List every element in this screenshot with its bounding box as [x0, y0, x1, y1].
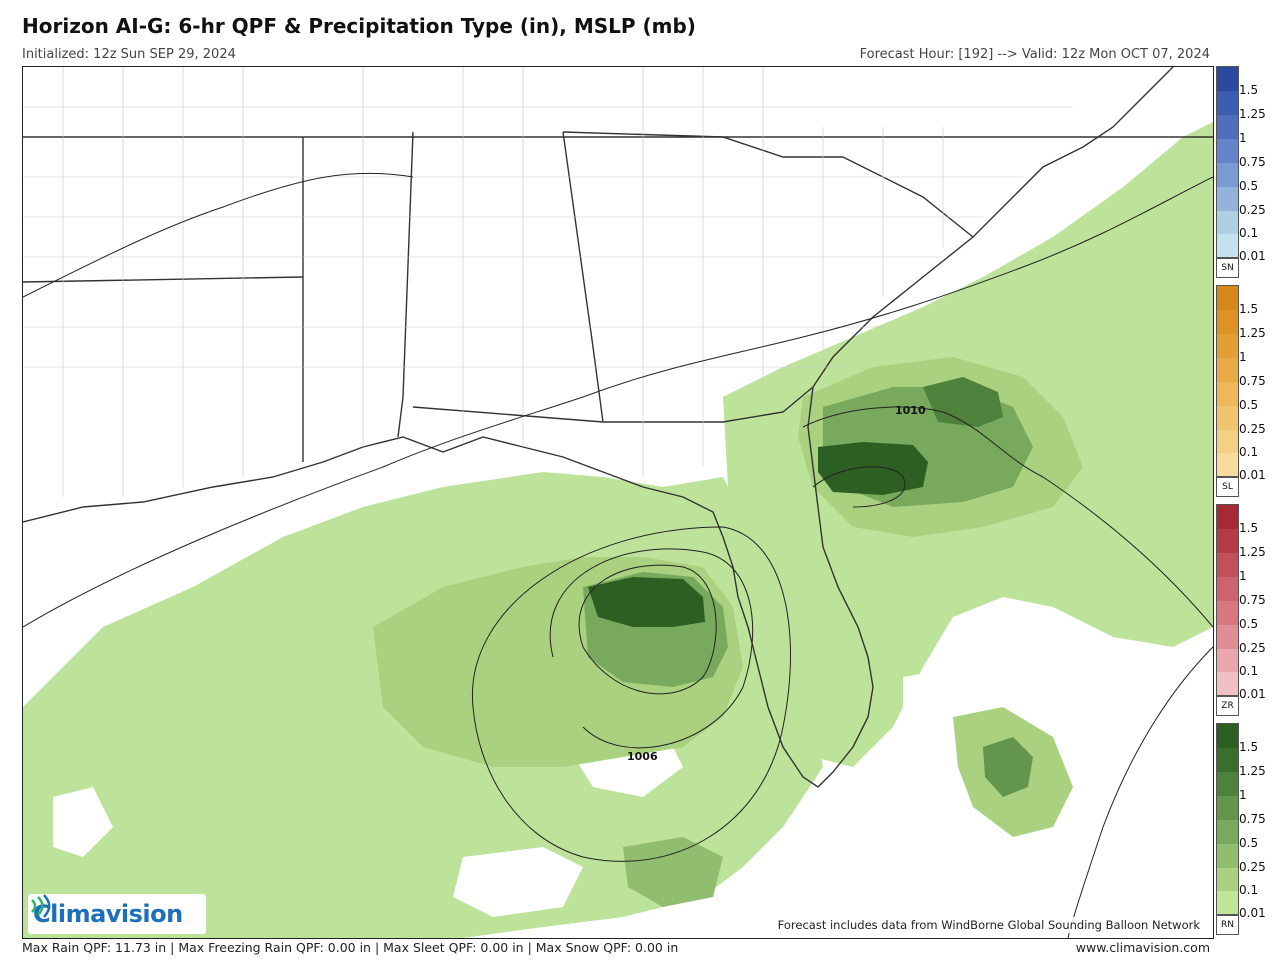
tick-label: 1.5 — [1239, 740, 1259, 754]
tick-label: 0.01 — [1239, 468, 1266, 482]
tick-label: 0.5 — [1239, 617, 1259, 631]
data-source-note: Forecast includes data from WindBorne Gl… — [772, 917, 1205, 933]
tick-label: 0.5 — [1239, 179, 1259, 193]
geography — [23, 67, 1213, 788]
tick-label: 0.5 — [1239, 398, 1259, 412]
tick-label: 1.5 — [1239, 521, 1259, 535]
freezing-rain-colorbar — [1216, 504, 1239, 696]
forecast-map[interactable]: 1010 1006 Climavision Forecast includes … — [22, 66, 1214, 939]
tick-label: 1.25 — [1239, 764, 1266, 778]
valid-time: Forecast Hour: [192] --> Valid: 12z Mon … — [859, 47, 1210, 62]
tick-label: 0.01 — [1239, 906, 1266, 920]
map-canvas: 1010 1006 — [23, 67, 1213, 938]
tick-label: 1.5 — [1239, 302, 1259, 316]
tick-label: 0.1 — [1239, 226, 1259, 240]
tick-label: 1.25 — [1239, 545, 1266, 559]
tick-label: 0.01 — [1239, 687, 1266, 701]
initialized-time: Initialized: 12z Sun SEP 29, 2024 — [22, 47, 236, 62]
isobars — [23, 172, 1213, 938]
tick-label: 0.75 — [1239, 155, 1266, 169]
tick-label: 1.25 — [1239, 107, 1266, 121]
ptype-label-sn: SN — [1216, 258, 1239, 278]
signal-icon — [31, 894, 51, 918]
ptype-label-zr: ZR — [1216, 696, 1239, 716]
rain-colorbar — [1216, 723, 1239, 915]
tick-label: 0.25 — [1239, 860, 1266, 874]
ptype-label-rn: RN — [1216, 915, 1239, 935]
isobar-label-1006: 1006 — [627, 750, 658, 763]
tick-label: 0.1 — [1239, 883, 1259, 897]
ptype-label-sl: SL — [1216, 477, 1239, 497]
map-title: Horizon AI-G: 6-hr QPF & Precipitation T… — [22, 14, 696, 38]
climavision-logo: Climavision — [28, 894, 206, 934]
max-qpf-stats: Max Rain QPF: 11.73 in | Max Freezing Ra… — [22, 940, 679, 955]
tick-label: 1 — [1239, 350, 1247, 364]
tick-label: 0.75 — [1239, 593, 1266, 607]
tick-label: 0.1 — [1239, 664, 1259, 678]
tick-label: 1.25 — [1239, 326, 1266, 340]
tick-label: 1 — [1239, 569, 1247, 583]
tick-label: 0.01 — [1239, 249, 1266, 263]
tick-label: 0.25 — [1239, 641, 1266, 655]
tick-label: 0.25 — [1239, 422, 1266, 436]
tick-label: 1 — [1239, 131, 1247, 145]
website-link[interactable]: www.climavision.com — [1075, 940, 1210, 955]
tick-label: 1 — [1239, 788, 1247, 802]
precip-shading — [23, 122, 1213, 938]
tick-label: 0.75 — [1239, 374, 1266, 388]
isobar-label-1010: 1010 — [895, 404, 926, 417]
tick-label: 1.5 — [1239, 83, 1259, 97]
tick-label: 0.1 — [1239, 445, 1259, 459]
logo-text: Climavision — [33, 900, 183, 928]
tick-label: 0.25 — [1239, 203, 1266, 217]
county-lines — [23, 67, 1073, 497]
tick-label: 0.75 — [1239, 812, 1266, 826]
sleet-colorbar — [1216, 285, 1239, 477]
tick-label: 0.5 — [1239, 836, 1259, 850]
snow-colorbar — [1216, 66, 1239, 258]
